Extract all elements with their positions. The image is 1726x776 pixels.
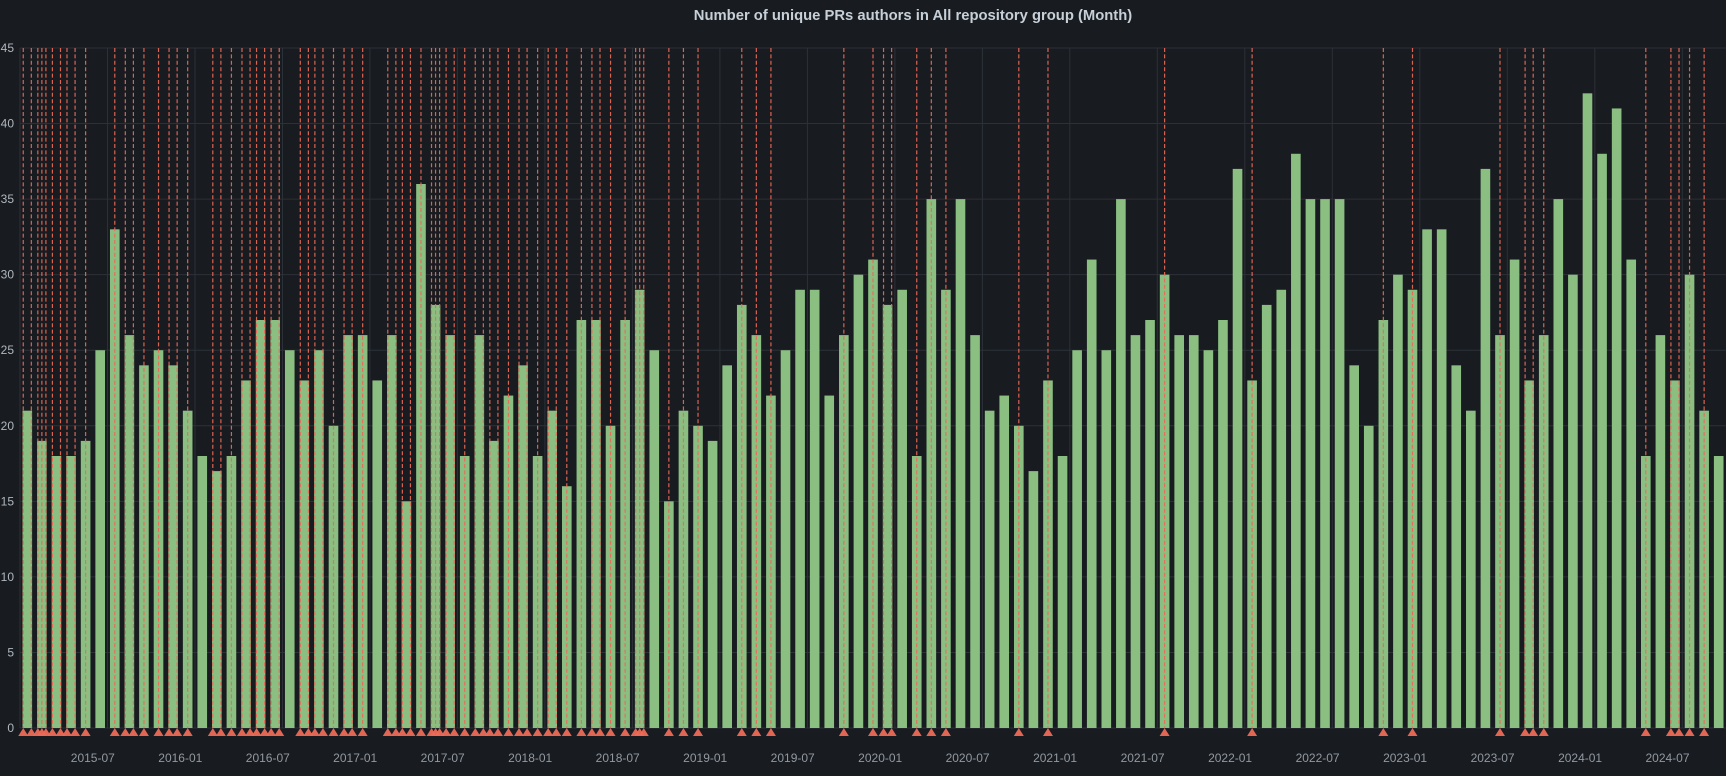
svg-text:2017-01: 2017-01 <box>333 751 377 765</box>
svg-text:2015-07: 2015-07 <box>71 751 115 765</box>
svg-text:2024-07: 2024-07 <box>1645 751 1689 765</box>
svg-text:15: 15 <box>1 494 15 508</box>
svg-text:2017-07: 2017-07 <box>421 751 465 765</box>
svg-text:2018-01: 2018-01 <box>508 751 552 765</box>
svg-text:20: 20 <box>1 419 15 433</box>
svg-text:35: 35 <box>1 192 15 206</box>
svg-text:2020-01: 2020-01 <box>858 751 902 765</box>
svg-text:2021-07: 2021-07 <box>1121 751 1165 765</box>
svg-text:2021-01: 2021-01 <box>1033 751 1077 765</box>
svg-text:45: 45 <box>1 41 15 55</box>
svg-text:0: 0 <box>7 721 14 735</box>
svg-text:2023-01: 2023-01 <box>1383 751 1427 765</box>
svg-text:2022-01: 2022-01 <box>1208 751 1252 765</box>
svg-text:2019-07: 2019-07 <box>771 751 815 765</box>
svg-text:5: 5 <box>7 645 14 659</box>
svg-text:2020-07: 2020-07 <box>946 751 990 765</box>
svg-text:2016-07: 2016-07 <box>246 751 290 765</box>
svg-text:2018-07: 2018-07 <box>596 751 640 765</box>
svg-text:25: 25 <box>1 343 15 357</box>
svg-text:2024-01: 2024-01 <box>1558 751 1602 765</box>
svg-text:2019-01: 2019-01 <box>683 751 727 765</box>
svg-text:40: 40 <box>1 117 15 131</box>
svg-text:2016-01: 2016-01 <box>158 751 202 765</box>
svg-text:2022-07: 2022-07 <box>1296 751 1340 765</box>
svg-text:10: 10 <box>1 570 15 584</box>
svg-text:30: 30 <box>1 268 15 282</box>
svg-text:2023-07: 2023-07 <box>1471 751 1515 765</box>
